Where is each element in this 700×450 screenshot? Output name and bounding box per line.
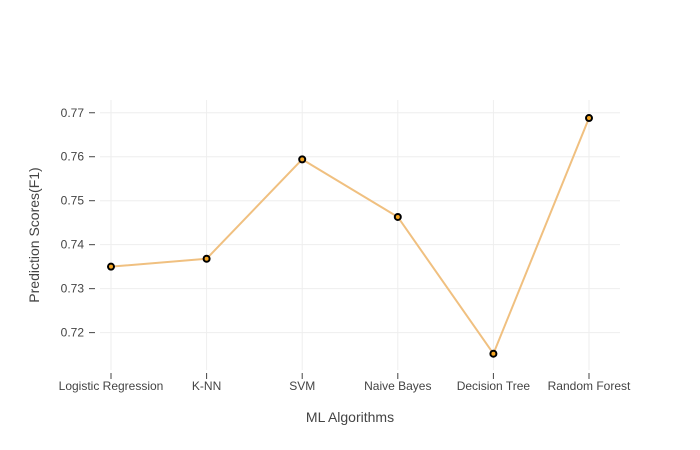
y-tick-label: 0.77	[61, 106, 85, 120]
x-tick-label: Logistic Regression	[59, 379, 164, 393]
y-tick-label: 0.75	[61, 194, 85, 208]
y-axis-title: Prediction Scores(F1)	[26, 167, 42, 302]
x-tick-label: K-NN	[192, 379, 221, 393]
x-tick-label: Naive Bayes	[364, 379, 431, 393]
data-point[interactable]	[202, 254, 211, 263]
y-axis: 0.72 0.73 0.74 0.75 0.76 0.77	[61, 106, 95, 340]
data-point[interactable]	[393, 212, 402, 221]
points-layer	[107, 114, 593, 358]
y-tick-label: 0.76	[61, 150, 85, 164]
x-tick-label: Decision Tree	[457, 379, 531, 393]
data-point[interactable]	[298, 155, 307, 164]
x-tick-label: Random Forest	[548, 379, 631, 393]
series-layer	[110, 117, 590, 355]
x-tick-label: SVM	[289, 379, 315, 393]
data-point[interactable]	[107, 262, 115, 271]
x-axis-title: ML Algorithms	[306, 409, 394, 425]
y-tick-label: 0.72	[61, 326, 85, 340]
data-point[interactable]	[489, 349, 498, 358]
y-tick-label: 0.73	[61, 282, 85, 296]
y-tick-label: 0.74	[61, 238, 85, 252]
data-point[interactable]	[585, 114, 593, 123]
grid-layer	[100, 100, 620, 370]
x-axis: Logistic Regression K-NN SVM Naive Bayes Dec…	[59, 373, 631, 393]
series-line	[110, 117, 590, 355]
